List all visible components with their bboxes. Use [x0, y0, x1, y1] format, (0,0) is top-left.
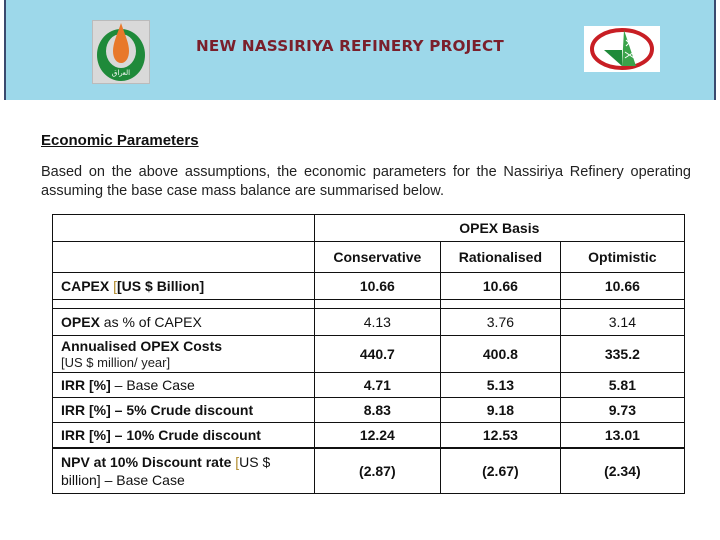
table-row-npv: NPV at 10% Discount rate [US $ billion] …	[52, 446, 686, 494]
opex-basis-header: OPEX Basis	[313, 214, 686, 242]
row-label: NPV at 10% Discount rate [US $ billion] …	[52, 446, 315, 494]
cell-optimistic: 10.66	[559, 272, 686, 300]
row-label: Annualised OPEX Costs [US $ million/ year…	[52, 335, 315, 373]
cell-rationalised: 3.76	[440, 308, 561, 336]
column-header-conservative: Conservative	[313, 241, 442, 273]
cell-conservative: 4.71	[313, 372, 442, 398]
table-row-irr-10pct: IRR [%] – 10% Crude discount 12.24 12.53…	[52, 422, 686, 448]
row-label: IRR [%] – 5% Crude discount	[52, 397, 315, 423]
empty-header-cell	[52, 214, 315, 242]
table-row-opex-pct: OPEX as % of CAPEX 4.13 3.76 3.14	[52, 308, 686, 336]
oil-ministry-logo-icon	[584, 26, 660, 72]
row-label: OPEX as % of CAPEX	[52, 308, 315, 336]
cell-rationalised: 12.53	[440, 422, 561, 448]
intro-paragraph: Based on the above assumptions, the econ…	[41, 164, 691, 199]
group-header-row: OPEX Basis	[52, 214, 686, 242]
cell-optimistic: 9.73	[559, 397, 686, 423]
column-header-row: Conservative Rationalised Optimistic	[52, 241, 686, 273]
empty-header-cell	[52, 241, 315, 273]
table-row-capex: CAPEX [[US $ Billion] 10.66 10.66 10.66	[52, 272, 686, 300]
economic-parameters-table: OPEX Basis Conservative Rationalised Opt…	[52, 214, 686, 494]
cell-conservative: 8.83	[313, 397, 442, 423]
header-banner: ﺍﻟﻌﺭﺍﻕ NEW NASSIRIYA REFINERY PROJECT	[4, 0, 716, 100]
column-header-optimistic: Optimistic	[559, 241, 686, 273]
cell-conservative: (2.87)	[313, 446, 442, 494]
cell-conservative: 10.66	[313, 272, 442, 300]
cell-conservative: 12.24	[313, 422, 442, 448]
table-row-irr-base: IRR [%] – Base Case 4.71 5.13 5.81	[52, 372, 686, 398]
cell-optimistic: 3.14	[559, 308, 686, 336]
cell-rationalised: 5.13	[440, 372, 561, 398]
row-label: CAPEX [[US $ Billion]	[52, 272, 315, 300]
cell-conservative: 440.7	[313, 335, 442, 373]
cell-optimistic: (2.34)	[559, 446, 686, 494]
cell-optimistic: 335.2	[559, 335, 686, 373]
spacer-row	[52, 299, 686, 309]
row-label: IRR [%] – Base Case	[52, 372, 315, 398]
table-row-irr-5pct: IRR [%] – 5% Crude discount 8.83 9.18 9.…	[52, 397, 686, 423]
table-row-annual-opex: Annualised OPEX Costs [US $ million/ year…	[52, 335, 686, 373]
refinery-company-logo-icon: ﺍﻟﻌﺭﺍﻕ	[92, 20, 150, 84]
cell-rationalised: 400.8	[440, 335, 561, 373]
cell-optimistic: 13.01	[559, 422, 686, 448]
cell-rationalised: (2.67)	[440, 446, 561, 494]
cell-rationalised: 9.18	[440, 397, 561, 423]
cell-rationalised: 10.66	[440, 272, 561, 300]
svg-text:ﺍﻟﻌﺭﺍﻕ: ﺍﻟﻌﺭﺍﻕ	[112, 69, 130, 77]
column-header-rationalised: Rationalised	[440, 241, 561, 273]
cell-conservative: 4.13	[313, 308, 442, 336]
section-title: Economic Parameters	[41, 132, 199, 149]
project-title: NEW NASSIRIYA REFINERY PROJECT	[196, 37, 504, 55]
cell-optimistic: 5.81	[559, 372, 686, 398]
row-label: IRR [%] – 10% Crude discount	[52, 422, 315, 448]
